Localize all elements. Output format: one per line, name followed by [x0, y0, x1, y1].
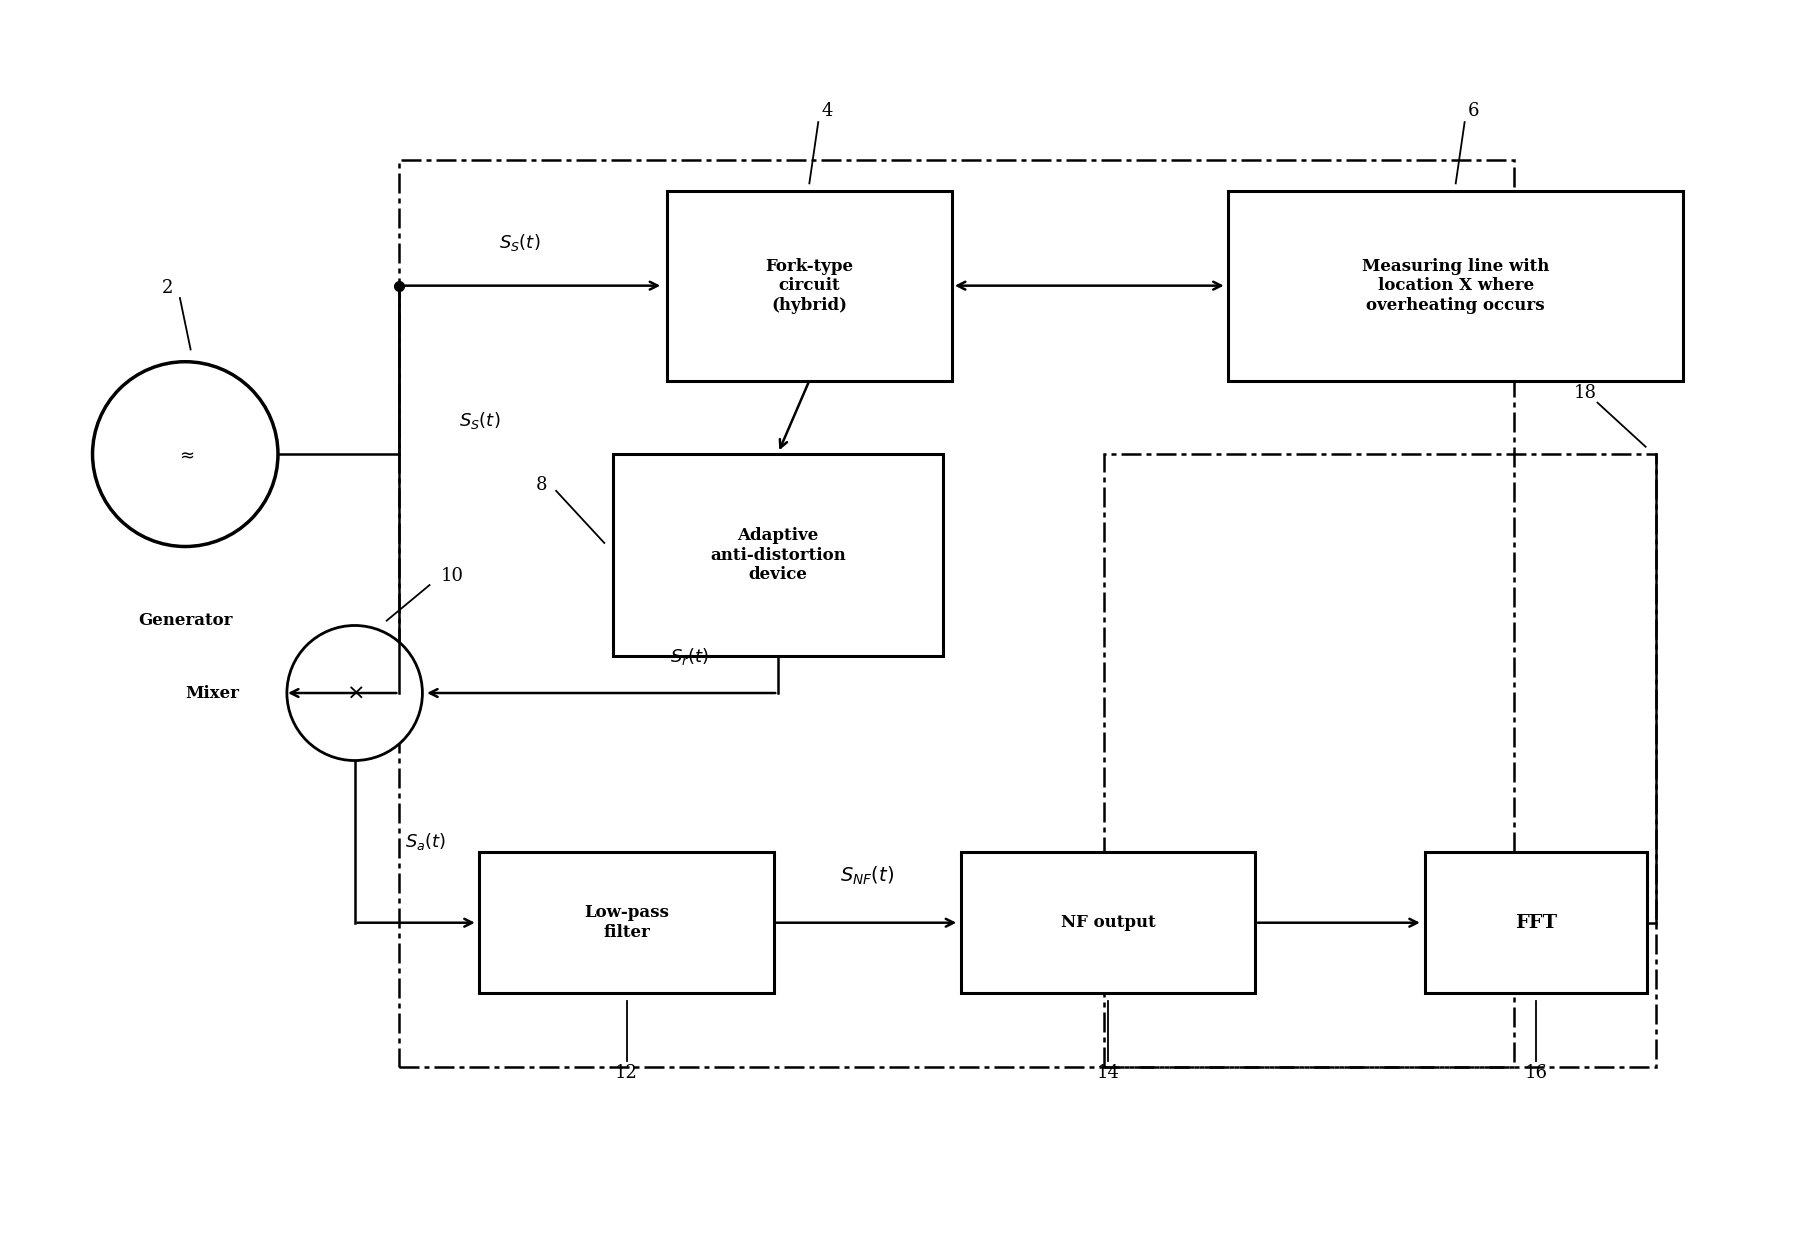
Text: Fork-type
circuit
(hybrid): Fork-type circuit (hybrid): [766, 258, 854, 313]
Bar: [1229, 191, 1684, 380]
Text: $S_{NF}(t)$: $S_{NF}(t)$: [841, 865, 895, 887]
Bar: [613, 455, 943, 657]
Bar: [399, 160, 1513, 1067]
Text: 14: 14: [1096, 1064, 1120, 1082]
Text: $\times$: $\times$: [345, 683, 363, 703]
Ellipse shape: [288, 626, 422, 761]
Text: 10: 10: [442, 567, 464, 586]
Bar: [667, 191, 952, 380]
Text: $S_a(t)$: $S_a(t)$: [406, 831, 447, 852]
Bar: [1103, 455, 1657, 1067]
Text: NF output: NF output: [1060, 914, 1155, 932]
Text: $S_S(t)$: $S_S(t)$: [500, 232, 541, 253]
Text: Measuring line with
location X where
overheating occurs: Measuring line with location X where ove…: [1362, 258, 1549, 313]
Bar: [480, 852, 775, 994]
Text: 16: 16: [1524, 1064, 1547, 1082]
Text: 4: 4: [821, 102, 832, 120]
Text: Low-pass
filter: Low-pass filter: [584, 904, 668, 940]
Text: $\approx$: $\approx$: [176, 445, 194, 463]
Text: Adaptive
anti-distortion
device: Adaptive anti-distortion device: [710, 527, 846, 584]
Text: 8: 8: [536, 476, 548, 493]
Bar: [1425, 852, 1648, 994]
Text: 6: 6: [1468, 102, 1479, 120]
Text: $S_r(t)$: $S_r(t)$: [670, 646, 708, 667]
Text: Mixer: Mixer: [185, 684, 239, 701]
Ellipse shape: [92, 362, 279, 546]
Text: 18: 18: [1574, 384, 1596, 401]
Text: 12: 12: [615, 1064, 638, 1082]
Bar: [961, 852, 1254, 994]
Text: FFT: FFT: [1515, 913, 1556, 932]
Text: 2: 2: [162, 279, 173, 297]
Text: Generator: Generator: [138, 612, 232, 628]
Text: $S_S(t)$: $S_S(t)$: [458, 410, 500, 431]
